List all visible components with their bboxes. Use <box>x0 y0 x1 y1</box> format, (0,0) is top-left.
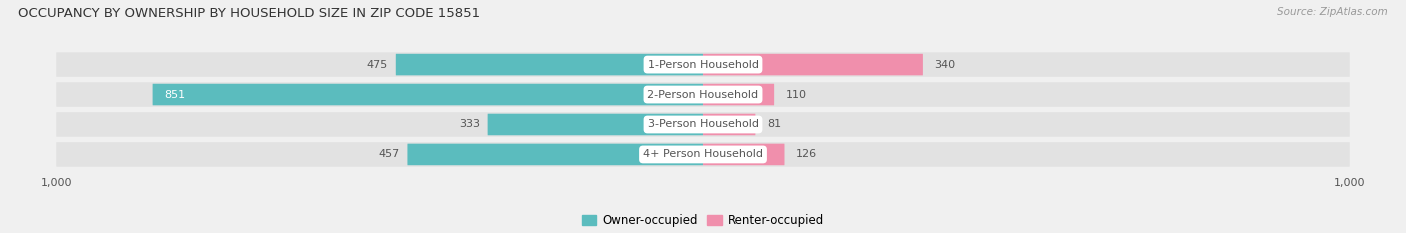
FancyBboxPatch shape <box>408 144 703 165</box>
Text: 110: 110 <box>786 89 807 99</box>
FancyBboxPatch shape <box>56 142 1350 167</box>
Text: 457: 457 <box>378 149 399 159</box>
Text: 340: 340 <box>935 60 956 70</box>
FancyBboxPatch shape <box>56 82 1350 107</box>
Text: OCCUPANCY BY OWNERSHIP BY HOUSEHOLD SIZE IN ZIP CODE 15851: OCCUPANCY BY OWNERSHIP BY HOUSEHOLD SIZE… <box>18 7 481 20</box>
FancyBboxPatch shape <box>396 54 703 75</box>
FancyBboxPatch shape <box>703 54 922 75</box>
Text: 1-Person Household: 1-Person Household <box>648 60 758 70</box>
Text: Source: ZipAtlas.com: Source: ZipAtlas.com <box>1277 7 1388 17</box>
Text: 126: 126 <box>796 149 817 159</box>
Text: 2-Person Household: 2-Person Household <box>647 89 759 99</box>
Text: 475: 475 <box>367 60 388 70</box>
FancyBboxPatch shape <box>56 52 1350 77</box>
Text: 3-Person Household: 3-Person Household <box>648 120 758 130</box>
FancyBboxPatch shape <box>153 84 703 105</box>
Text: 851: 851 <box>165 89 186 99</box>
FancyBboxPatch shape <box>703 114 755 135</box>
FancyBboxPatch shape <box>56 112 1350 137</box>
FancyBboxPatch shape <box>703 144 785 165</box>
FancyBboxPatch shape <box>488 114 703 135</box>
Text: 4+ Person Household: 4+ Person Household <box>643 149 763 159</box>
Text: 333: 333 <box>458 120 479 130</box>
FancyBboxPatch shape <box>703 84 775 105</box>
Legend: Owner-occupied, Renter-occupied: Owner-occupied, Renter-occupied <box>578 209 828 232</box>
Text: 81: 81 <box>768 120 782 130</box>
